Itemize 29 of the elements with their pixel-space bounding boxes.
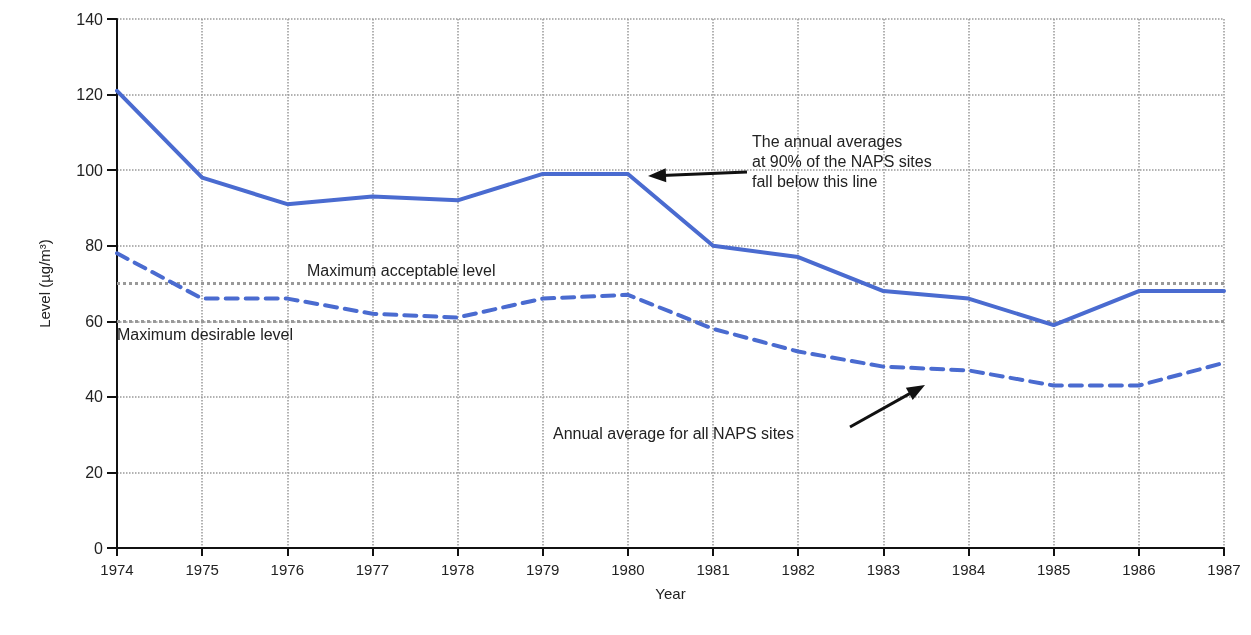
x-tick-label: 1986 bbox=[1122, 561, 1156, 578]
x-tick-label: 1982 bbox=[781, 561, 815, 578]
y-tick-label: 20 bbox=[85, 463, 104, 481]
y-axis-title: Level (µg/m³) bbox=[36, 239, 53, 328]
x-tick-label: 1974 bbox=[100, 561, 134, 578]
y-tick-label: 120 bbox=[76, 86, 104, 104]
x-tick-label: 1984 bbox=[951, 561, 986, 578]
x-tick-label: 1987 bbox=[1207, 561, 1241, 578]
ref-line-label: Maximum acceptable level bbox=[307, 262, 496, 279]
annotation: Annual average for all NAPS sites bbox=[553, 424, 795, 442]
ref-line-label: Maximum desirable level bbox=[117, 325, 294, 343]
y-tick-label: 0 bbox=[94, 539, 104, 557]
y-tick-label: 100 bbox=[76, 161, 104, 179]
x-tick-label: 1975 bbox=[185, 561, 219, 578]
y-tick-label: 60 bbox=[85, 312, 104, 330]
line-series bbox=[115, 88, 1226, 328]
annotation: The annual averages at 90% of the NAPS sites fall below this line bbox=[752, 132, 932, 190]
x-axis-title: Year bbox=[655, 585, 686, 602]
x-tick-label: 1979 bbox=[526, 561, 560, 578]
x-tick-label: 1976 bbox=[270, 561, 304, 578]
x-tick-label: 1980 bbox=[611, 561, 645, 578]
y-tick-label: 140 bbox=[76, 10, 104, 28]
y-tick-label: 80 bbox=[85, 237, 104, 255]
x-tick-label: 1978 bbox=[440, 561, 475, 578]
x-tick-label: 1977 bbox=[355, 561, 390, 578]
x-tick-label: 1985 bbox=[1037, 561, 1071, 578]
x-tick-label: 1981 bbox=[696, 561, 730, 578]
y-tick-label: 40 bbox=[85, 388, 104, 406]
x-tick-label: 1983 bbox=[866, 561, 901, 578]
